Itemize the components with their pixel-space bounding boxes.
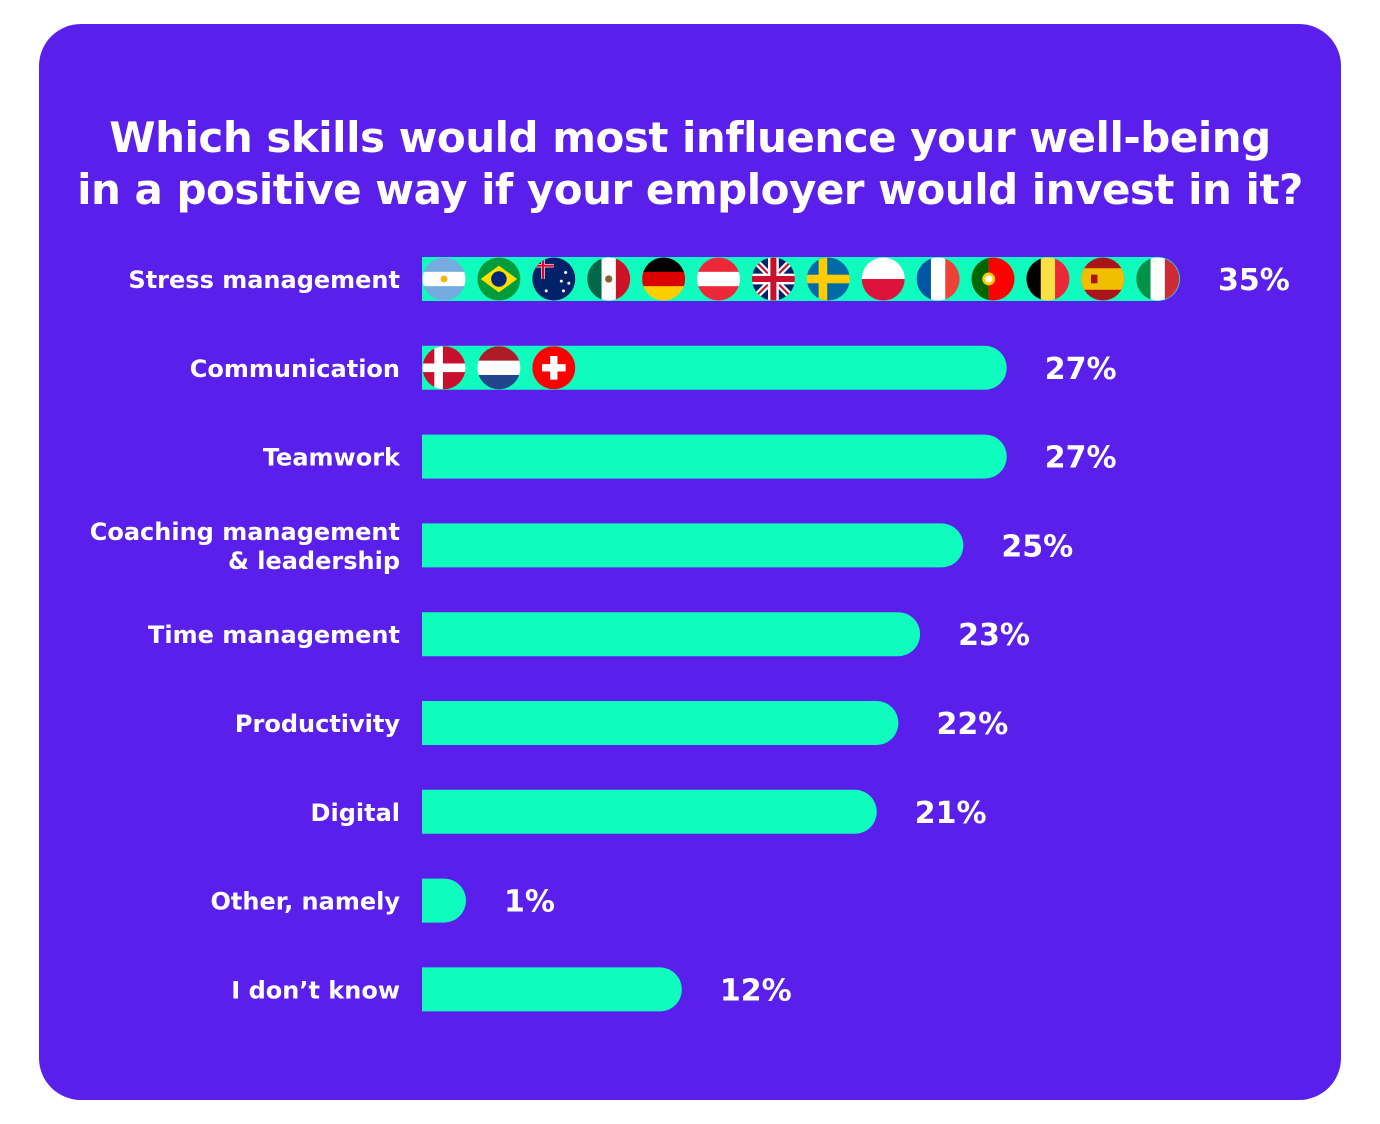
value-label: 23% — [958, 618, 1030, 653]
flag-spain-icon — [1081, 257, 1125, 301]
bar — [422, 523, 964, 568]
bar — [422, 967, 682, 1012]
value-label: 25% — [1001, 529, 1073, 564]
bar — [422, 701, 899, 745]
category-label: I don’t know — [231, 976, 400, 1004]
value-label: 27% — [1045, 441, 1117, 476]
flag-france-icon — [916, 257, 960, 301]
flag-australia-icon — [532, 257, 576, 301]
flag-brazil-icon — [477, 257, 521, 301]
category-label: Communication — [190, 355, 400, 383]
flag-mexico-icon — [587, 257, 631, 301]
value-label: 12% — [720, 973, 792, 1008]
category-label: Coaching management & leadership — [90, 518, 400, 575]
value-label: 1% — [504, 885, 555, 920]
flag-switzerland-icon — [532, 346, 576, 390]
flag-germany-icon — [642, 257, 686, 301]
flag-uk-icon — [751, 257, 795, 301]
value-label: 35% — [1218, 263, 1290, 298]
category-label: Time management — [148, 621, 400, 649]
value-label: 22% — [936, 707, 1008, 742]
bar — [422, 612, 921, 657]
category-label: Other, namely — [211, 888, 401, 916]
value-label: 27% — [1045, 352, 1117, 387]
value-label: 21% — [915, 796, 987, 831]
flag-argentina-icon — [422, 257, 466, 301]
bar — [422, 878, 466, 923]
flag-italy-icon — [1136, 257, 1180, 301]
category-label: Teamwork — [263, 444, 401, 472]
chart-title: Which skills would most influence your w… — [77, 113, 1303, 214]
flag-netherlands-icon — [477, 346, 521, 390]
flag-denmark-icon — [422, 346, 466, 390]
flag-portugal-icon — [971, 257, 1015, 301]
flag-poland-icon — [861, 257, 905, 301]
bar — [422, 434, 1007, 479]
flag-sweden-icon — [806, 257, 850, 301]
flag-austria-icon — [697, 257, 740, 301]
category-label: Productivity — [235, 710, 400, 738]
flag-belgium-icon — [1026, 257, 1070, 301]
category-label: Stress management — [128, 266, 400, 294]
bar — [422, 789, 877, 834]
category-label: Digital — [311, 799, 400, 827]
